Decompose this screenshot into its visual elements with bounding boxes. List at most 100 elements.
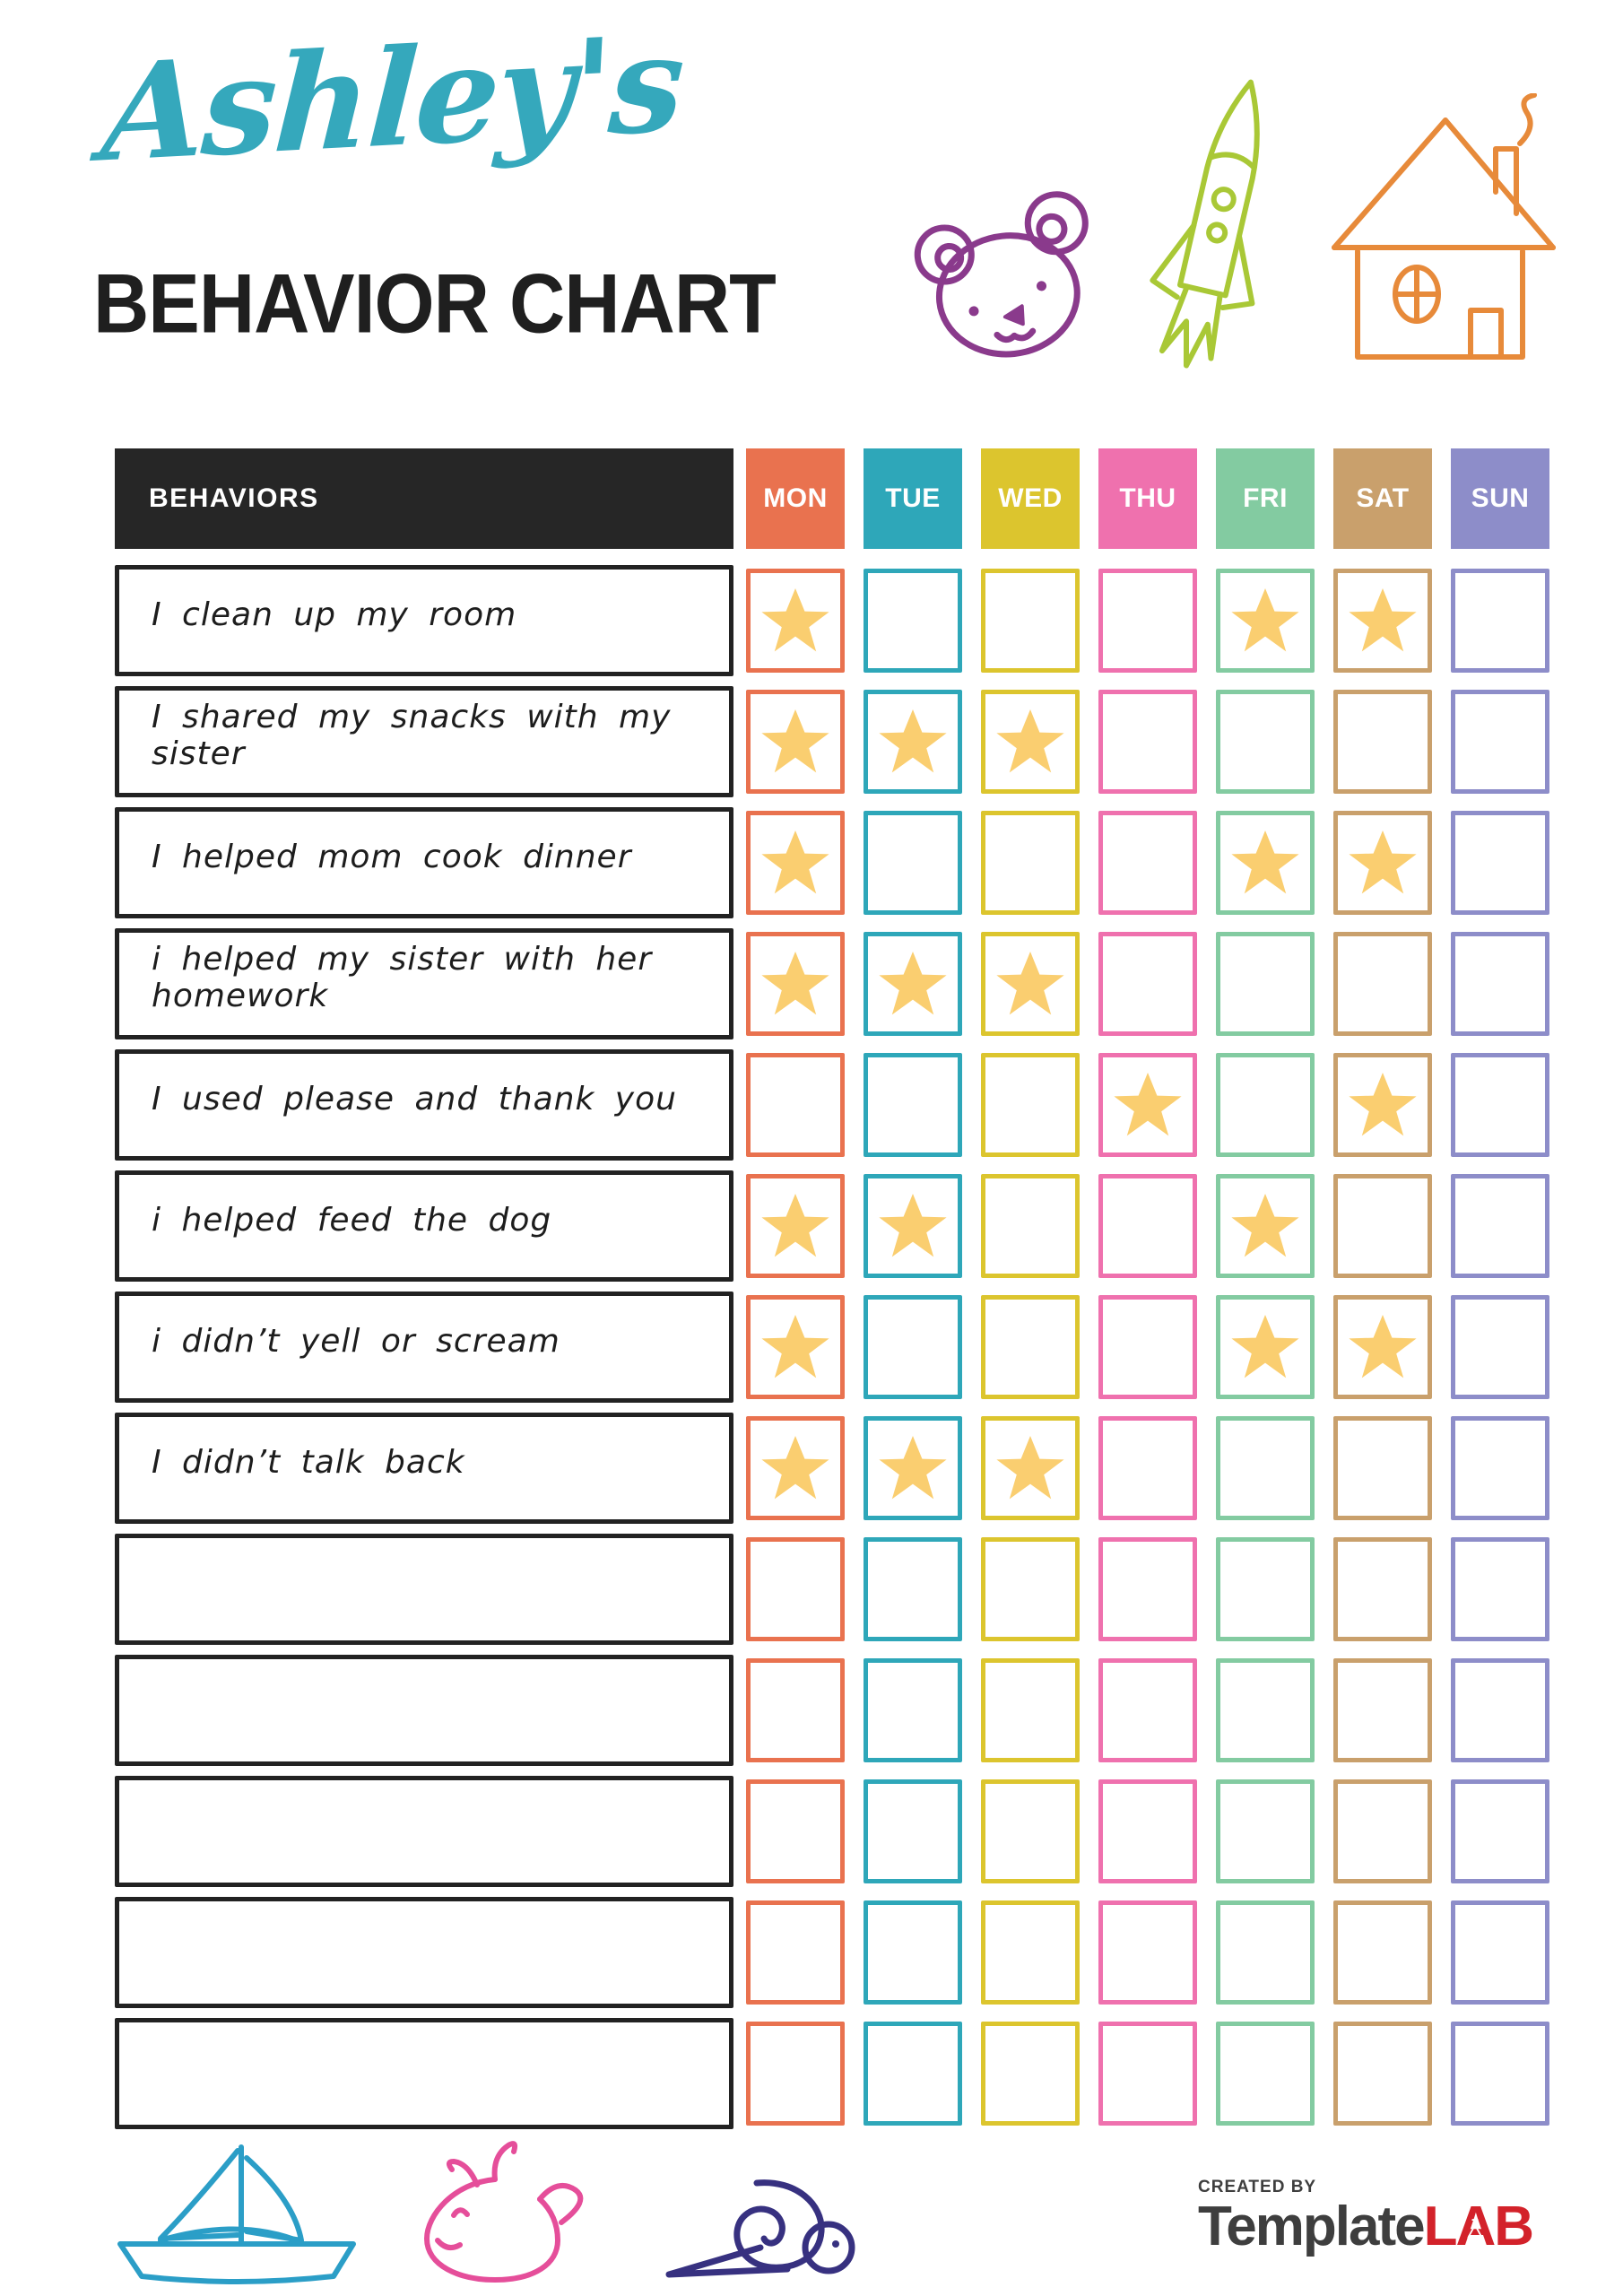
day-cell-mon xyxy=(746,690,845,794)
day-cell-sat xyxy=(1333,811,1432,915)
day-cells xyxy=(746,569,1549,673)
star-icon xyxy=(996,1436,1064,1500)
behavior-label: I helped mom cook dinner xyxy=(152,838,632,875)
day-cell-tue xyxy=(864,1658,962,1762)
brand-name-dark: Template xyxy=(1198,2196,1426,2257)
brand-name-accent: LA B xyxy=(1424,2196,1534,2257)
day-cell-mon xyxy=(746,569,845,673)
day-cell-sun xyxy=(1451,1900,1549,2005)
behavior-label-box: I helped mom cook dinner xyxy=(115,807,733,918)
behavior-label-box xyxy=(115,1776,733,1887)
day-cell-thu xyxy=(1098,690,1197,794)
star-icon xyxy=(761,709,829,773)
behavior-label-box xyxy=(115,1534,733,1645)
day-cell-mon xyxy=(746,811,845,915)
day-cell-thu xyxy=(1098,811,1197,915)
day-cell-sun xyxy=(1451,569,1549,673)
day-cells xyxy=(746,1295,1549,1399)
chart-header-row: BEHAVIORS MON TUE WED THU FRI SAT SUN xyxy=(115,448,1549,549)
day-header-sun: SUN xyxy=(1451,448,1549,549)
day-cell-sat xyxy=(1333,1174,1432,1278)
day-cell-sun xyxy=(1451,1658,1549,1762)
day-cell-sun xyxy=(1451,1174,1549,1278)
day-cell-thu xyxy=(1098,569,1197,673)
day-cells xyxy=(746,1537,1549,1641)
day-cell-wed xyxy=(981,1174,1080,1278)
day-cell-mon xyxy=(746,1053,845,1157)
behavior-rows: I clean up my room I shared my snacks wit… xyxy=(115,565,1549,2129)
day-cell-sat xyxy=(1333,1658,1432,1762)
snail-icon xyxy=(651,2176,863,2280)
day-cell-sat xyxy=(1333,2022,1432,2126)
behavior-label: i didn’t yell or scream xyxy=(152,1322,560,1360)
behavior-row xyxy=(115,1897,1549,2008)
day-cell-wed xyxy=(981,1900,1080,2005)
day-cell-sun xyxy=(1451,1537,1549,1641)
day-cell-mon xyxy=(746,2022,845,2126)
star-icon xyxy=(1231,831,1299,894)
star-icon xyxy=(1231,588,1299,652)
behavior-label: i helped my sister with her homework xyxy=(152,941,653,1014)
behavior-row: I didn’t talk back xyxy=(115,1413,1549,1524)
behavior-label-box xyxy=(115,1897,733,2008)
bear-icon xyxy=(907,190,1121,359)
day-headers: MON TUE WED THU FRI SAT SUN xyxy=(746,448,1549,549)
day-cell-fri xyxy=(1216,1900,1315,2005)
behavior-row xyxy=(115,2018,1549,2129)
day-cell-sat xyxy=(1333,1779,1432,1883)
day-cell-tue xyxy=(864,2022,962,2126)
star-icon xyxy=(1349,831,1417,894)
day-cell-wed xyxy=(981,811,1080,915)
behavior-label-box xyxy=(115,2018,733,2129)
day-cell-thu xyxy=(1098,2022,1197,2126)
day-cell-thu xyxy=(1098,1174,1197,1278)
page-title: BEHAVIOR CHART xyxy=(93,256,777,351)
day-cell-tue xyxy=(864,690,962,794)
behaviors-column-header: BEHAVIORS xyxy=(115,448,733,549)
day-cell-sat xyxy=(1333,1416,1432,1520)
behavior-label-box: i helped feed the dog xyxy=(115,1170,733,1282)
day-cell-fri xyxy=(1216,569,1315,673)
brand-letter: A xyxy=(1455,2196,1496,2257)
day-cell-thu xyxy=(1098,1900,1197,2005)
behavior-row xyxy=(115,1776,1549,1887)
day-cell-sun xyxy=(1451,811,1549,915)
behavior-label-box: I used please and thank you xyxy=(115,1049,733,1161)
day-cells xyxy=(746,1174,1549,1278)
star-icon xyxy=(879,709,947,773)
day-header-wed: WED xyxy=(981,448,1080,549)
day-cell-tue xyxy=(864,1053,962,1157)
day-header-sat: SAT xyxy=(1333,448,1432,549)
created-by-label: CREATED BY xyxy=(1198,2178,1317,2196)
behavior-label: I used please and thank you xyxy=(152,1080,677,1118)
star-icon xyxy=(879,1436,947,1500)
day-cell-sun xyxy=(1451,690,1549,794)
day-cell-wed xyxy=(981,1779,1080,1883)
day-cells xyxy=(746,932,1549,1036)
day-cell-sun xyxy=(1451,1416,1549,1520)
behavior-row: i didn’t yell or scream xyxy=(115,1292,1549,1403)
behavior-label-box: I shared my snacks with my sister xyxy=(115,686,733,797)
day-cell-wed xyxy=(981,1537,1080,1641)
house-icon xyxy=(1311,93,1576,364)
behavior-label-box: i didn’t yell or scream xyxy=(115,1292,733,1403)
day-cell-fri xyxy=(1216,811,1315,915)
behavior-row xyxy=(115,1655,1549,1766)
day-cell-thu xyxy=(1098,1779,1197,1883)
day-cells xyxy=(746,1053,1549,1157)
day-header-thu: THU xyxy=(1098,448,1197,549)
day-cell-tue xyxy=(864,1779,962,1883)
star-icon xyxy=(1231,1315,1299,1378)
day-cell-thu xyxy=(1098,1537,1197,1641)
day-cell-wed xyxy=(981,1053,1080,1157)
star-icon xyxy=(879,952,947,1015)
day-cell-tue xyxy=(864,932,962,1036)
day-cell-mon xyxy=(746,1779,845,1883)
day-cells xyxy=(746,1416,1549,1520)
behavior-label-box: i helped my sister with her homework xyxy=(115,928,733,1039)
day-cell-tue xyxy=(864,1900,962,2005)
behavior-row: I used please and thank you xyxy=(115,1049,1549,1161)
day-cells xyxy=(746,690,1549,794)
day-cell-sat xyxy=(1333,932,1432,1036)
day-cells xyxy=(746,1658,1549,1762)
